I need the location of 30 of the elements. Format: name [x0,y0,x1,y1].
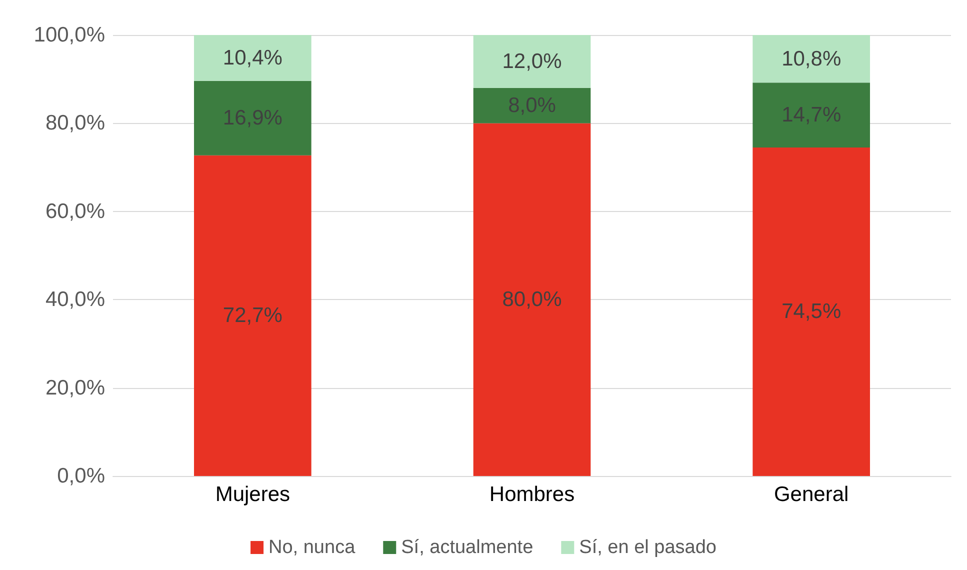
bar [473,123,591,476]
y-tick-label: 40,0% [45,288,105,312]
y-tick-label: 20,0% [45,376,105,400]
data-label: 8,0% [508,94,556,118]
data-label: 12,0% [502,50,562,73]
x-tick-label: General [774,483,849,506]
bar [194,155,312,476]
data-label: 80,0% [502,288,562,312]
data-label: 72,7% [222,304,282,328]
data-label: 14,7% [782,104,842,127]
bar [194,80,312,156]
x-tick-label: Mujeres [215,483,290,506]
legend-label: No, nunca [268,537,356,558]
bar [473,35,591,88]
data-label: 10,4% [222,46,282,70]
bar [194,35,312,81]
y-tick-label: 80,0% [45,112,105,135]
bar [752,35,870,83]
bar [752,82,870,148]
y-tick-label: 100,0% [34,24,105,46]
legend-label: Sí, actualmente [401,537,534,558]
data-label: 10,8% [782,47,842,70]
y-tick-label: 0,0% [57,464,105,488]
y-tick-label: 60,0% [45,200,105,223]
data-label: 16,9% [222,106,282,130]
bar [752,147,870,476]
x-tick-label: Hombres [489,483,575,506]
legend-label: Sí, en el pasado [579,537,716,558]
bar [473,88,591,124]
data-label: 74,5% [782,300,842,324]
